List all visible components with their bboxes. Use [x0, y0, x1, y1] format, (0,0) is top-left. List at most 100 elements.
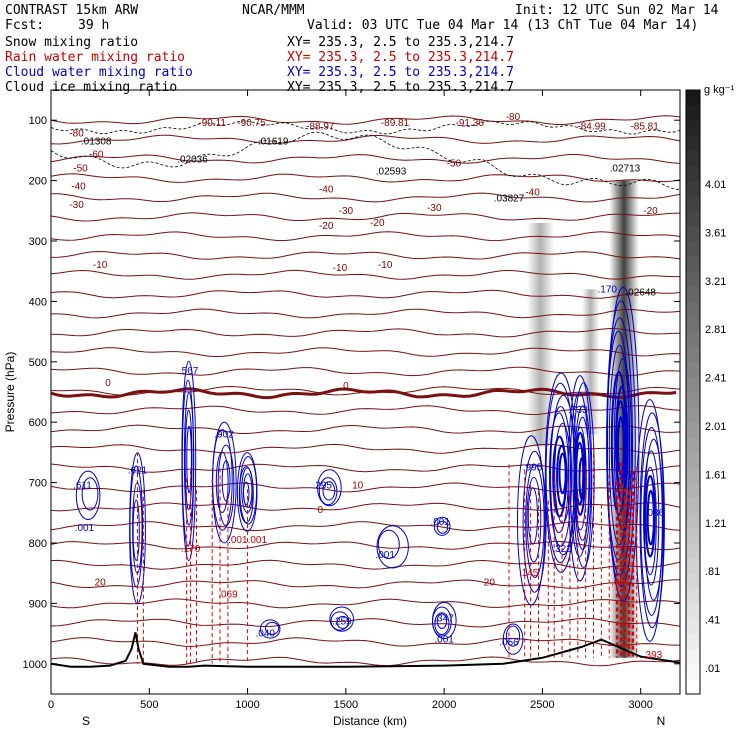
y-tick-label: 200 [29, 176, 47, 188]
isotherm [50, 579, 681, 589]
colorbar-swatch [686, 105, 700, 121]
extremum-label: .145 [519, 568, 539, 579]
colorbar-swatch [686, 422, 700, 438]
cloud-water-contour [525, 464, 545, 578]
isotherm [50, 541, 681, 551]
x-axis-ticks: 0 500 1000 1500 2000 2500 3000 [48, 90, 653, 711]
colorbar-swatch [686, 135, 700, 151]
colorbar-swatch [686, 633, 700, 650]
extremum-label: .001.001 [228, 535, 267, 546]
extremum-label: .02036 [177, 154, 208, 165]
isotherm-label: 10 [352, 481, 364, 492]
init-time: Init: 12 UTC Sun 02 Mar 14 [515, 3, 719, 18]
north-label: N [657, 714, 666, 728]
cloud-ice-contour [50, 120, 681, 135]
temperature-contours [50, 115, 681, 667]
extremum-label: .393 [643, 650, 663, 661]
colorbar-swatch [686, 301, 700, 317]
extremum-label: .001 [611, 577, 631, 588]
colorbar-swatch [686, 603, 700, 619]
extremum-label: -88.97 [306, 121, 335, 132]
extremum-label: -85.81 [630, 121, 659, 132]
colorbar-swatch [686, 286, 700, 302]
isotherm-label: -10 [333, 263, 348, 274]
isotherm [50, 212, 681, 222]
plot-frame [50, 89, 681, 695]
extremum-label: .347 [434, 614, 454, 625]
isotherm [50, 598, 681, 609]
cloud-water-contour [639, 412, 665, 629]
cloud-water-contour [575, 441, 585, 506]
cloud-water-contour [329, 606, 355, 632]
y-tick-label: 900 [29, 598, 47, 610]
cloud-water-contour [336, 615, 350, 629]
extremum-label: .611 [73, 481, 92, 492]
cloud-water-contour [183, 392, 195, 526]
cloud-water-contour [569, 391, 590, 558]
cloud-water-contour [646, 489, 655, 546]
contour-labels: -80-80-60-50 -50-40 -40 -40-30-30 -30-20 -20-… [69, 112, 664, 661]
extremum-label: .001 [75, 523, 95, 534]
colorbar-swatch [686, 558, 700, 574]
colorbar-label: 3.21 [705, 276, 726, 288]
extremum-label: -91.36 [455, 118, 484, 129]
isotherm-label: -40 [319, 185, 334, 196]
valid-time: Valid: 03 UTC Tue 04 Mar 14 (13 ChT Tue … [307, 18, 699, 33]
x-tick-label: 2000 [432, 699, 456, 711]
x-tick-label: 1000 [235, 699, 259, 711]
cloud-water-contour [318, 477, 338, 506]
isotherm-label: -40 [71, 182, 86, 193]
colorbar-label: 2.01 [705, 421, 726, 433]
cloud-water-contour [608, 344, 630, 546]
isotherm-label: -50 [73, 164, 88, 175]
colorbar-swatch [686, 678, 700, 695]
y-tick-label: 100 [29, 115, 47, 127]
extremum-label: .03827 [494, 194, 525, 205]
extremum-label: .001 [434, 635, 454, 646]
isotherm [50, 327, 681, 338]
extremum-label: .056 [499, 638, 519, 649]
cloud-water-contour [186, 425, 192, 494]
colorbar-label: 1.21 [705, 518, 726, 530]
extremum-label: .01308 [81, 136, 112, 147]
isotherm-label: 0 [318, 505, 324, 516]
colorbar-swatch [686, 407, 700, 423]
isotherm-label: -30 [427, 203, 442, 214]
cloud-water-contour [259, 619, 281, 639]
cloud-water-contour [129, 465, 144, 588]
y-tick-label: 500 [29, 357, 47, 369]
extremum-label: .902 [214, 429, 234, 440]
isotherm-label: -20 [370, 218, 385, 229]
forecast-label: Fcst: [5, 18, 45, 33]
extremum-label: .02713 [610, 164, 641, 175]
cloud-water-contour [434, 612, 450, 635]
extremum-label: .02593 [376, 167, 407, 178]
colorbar-swatch [686, 573, 700, 589]
field-xy-rain: XY= 235.3, 2.5 to 235.3,214.7 [287, 50, 514, 65]
colorbar-label: 2.41 [705, 373, 726, 385]
isotherm [50, 134, 681, 145]
snow-band-minor [581, 289, 600, 435]
terrain-line [50, 632, 681, 668]
cloud-water-contour [433, 516, 451, 536]
field-name-rain: Rain water mixing ratio [5, 50, 186, 65]
cloud-water-contour [217, 444, 235, 527]
extremum-label: -84.99 [577, 121, 606, 132]
extremum-label: -90.75 [237, 118, 266, 129]
isotherm [50, 154, 681, 164]
colorbar-swatch [686, 648, 700, 665]
colorbar-swatch [686, 467, 700, 484]
extremum-label: .001 [375, 550, 395, 561]
isotherm-label: -30 [339, 206, 354, 217]
cloud-water-contour [184, 409, 193, 511]
isotherm [50, 559, 681, 570]
cloud-water-contour [432, 606, 452, 637]
x-tick-label: 2500 [530, 699, 554, 711]
isotherm-label: -10 [378, 260, 393, 271]
forecast-hours: 39 h [78, 18, 110, 33]
cloud-water-contour [635, 399, 665, 642]
isotherm-label: -30 [69, 200, 84, 211]
freezing-level [50, 387, 677, 400]
cloud-water-contour [265, 621, 280, 635]
